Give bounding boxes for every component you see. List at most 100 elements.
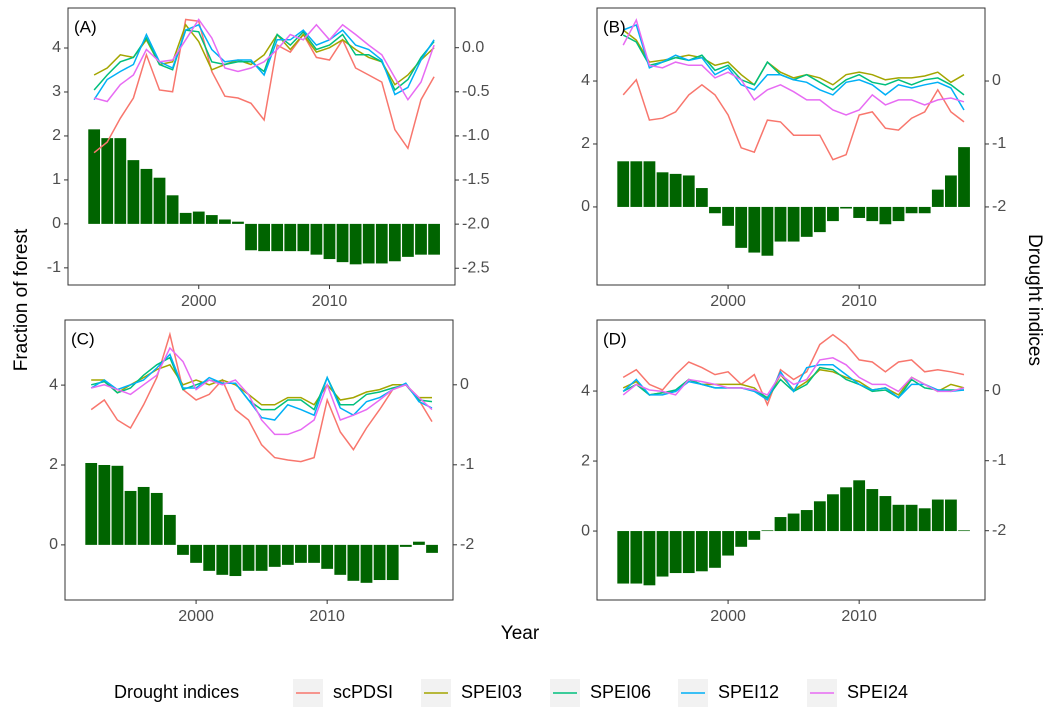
bar — [295, 544, 307, 563]
bar — [190, 544, 202, 563]
bar — [153, 177, 166, 224]
y2-tick-label: -2 — [992, 198, 1006, 215]
y-tick-label: 4 — [581, 72, 590, 89]
y2-tick-label: 0 — [992, 382, 1001, 399]
bar — [271, 223, 284, 252]
bar — [284, 223, 297, 252]
bar — [255, 544, 268, 571]
bar — [101, 138, 114, 224]
bar — [203, 544, 216, 571]
legend-label: SPEI12 — [718, 682, 779, 702]
bar — [219, 219, 231, 224]
y2-tick-label: -2 — [992, 522, 1006, 539]
bar — [242, 544, 255, 571]
line — [90, 331, 433, 463]
y2-tick-label: -1 — [992, 452, 1006, 469]
y2-tick-label: -1 — [992, 135, 1006, 152]
bar — [281, 544, 294, 565]
line — [622, 17, 965, 116]
bar — [428, 223, 440, 255]
line — [622, 357, 965, 396]
line — [90, 353, 433, 421]
bar — [709, 206, 721, 214]
bar — [323, 223, 336, 260]
bar — [415, 223, 427, 255]
bar — [958, 530, 970, 532]
bar — [945, 175, 957, 207]
bar — [800, 510, 813, 532]
bar — [695, 188, 708, 207]
legend-label: SPEI06 — [590, 682, 651, 702]
bar — [297, 223, 310, 252]
bar — [800, 206, 813, 237]
line — [93, 23, 435, 101]
bar — [682, 175, 695, 207]
bar — [114, 138, 127, 224]
bar — [360, 544, 373, 583]
x-tick-label: 2000 — [710, 293, 746, 310]
panel: (D) 2000 2010 0 2 4 -2 -1 0 — [581, 319, 1006, 625]
line — [93, 18, 435, 103]
bar — [617, 161, 630, 207]
bar — [695, 531, 708, 572]
x-tick-label: 2000 — [181, 293, 217, 310]
bar — [630, 161, 643, 207]
y-tick-label: 2 — [581, 135, 590, 152]
bar — [879, 496, 892, 532]
bar — [735, 531, 748, 547]
bar — [232, 221, 244, 224]
bar — [918, 206, 931, 214]
y-tick-label: 0 — [49, 536, 58, 553]
bar — [722, 206, 734, 226]
y-tick-label: 2 — [581, 452, 590, 469]
bar — [617, 531, 630, 584]
bar — [905, 504, 918, 532]
bar — [166, 195, 179, 224]
bar — [140, 168, 153, 224]
y-tick-label: 3 — [52, 83, 61, 100]
y-tick-label: 0 — [52, 215, 61, 232]
bar — [413, 541, 425, 545]
line — [622, 366, 964, 399]
bar — [150, 492, 163, 545]
y2-tick-label: -2.0 — [462, 215, 490, 232]
bar — [137, 486, 150, 545]
line — [622, 78, 965, 161]
bar — [669, 173, 682, 207]
y-tick-label: 0 — [581, 198, 590, 215]
bar — [399, 544, 412, 547]
bar — [362, 223, 375, 264]
bar — [643, 161, 656, 207]
bar — [840, 206, 852, 209]
y2-tick-label: 0 — [992, 72, 1001, 89]
legend-title: Drought indices — [114, 682, 239, 702]
bar — [373, 544, 386, 581]
x-tick-label: 2010 — [841, 293, 877, 310]
bar — [375, 223, 388, 264]
bar — [349, 223, 362, 265]
line — [622, 24, 965, 111]
bar — [656, 172, 669, 207]
bar — [656, 531, 669, 577]
y-tick-label: 4 — [49, 376, 58, 393]
bar — [334, 544, 347, 575]
y2-tick-label: -2 — [460, 536, 474, 553]
bar — [892, 206, 905, 222]
x-tick-label: 2000 — [710, 608, 746, 625]
bar — [918, 508, 931, 532]
x-axis-title: Year — [501, 623, 540, 644]
x-tick-label: 2000 — [178, 608, 214, 625]
legend-label: scPDSI — [333, 682, 393, 702]
line — [91, 356, 433, 411]
panel: (A) 2000 2010 -1 0 1 2 3 4 -2.5 -2.0 -1.5 -1.0 -0.5 0.… — [47, 7, 490, 310]
bar — [905, 206, 918, 214]
y-tick-label: 0 — [581, 522, 590, 539]
y-tick-label: 4 — [52, 39, 61, 56]
bar — [426, 544, 438, 553]
bar — [813, 501, 826, 532]
panel-label: (A) — [74, 17, 97, 36]
y2-tick-label: 0.0 — [462, 39, 484, 56]
bar — [177, 544, 189, 555]
bar — [813, 206, 826, 233]
